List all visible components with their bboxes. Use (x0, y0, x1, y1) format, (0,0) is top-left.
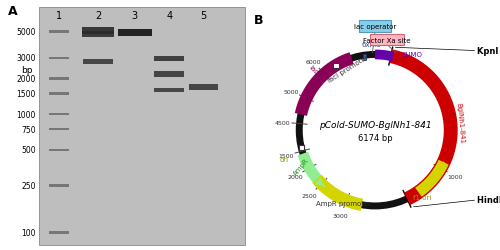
Text: 500: 500 (21, 146, 35, 155)
Bar (82, 28, 114, 34)
Bar (49, 114, 68, 116)
Text: 100: 100 (21, 228, 35, 237)
Text: 3: 3 (132, 11, 138, 21)
Text: A: A (8, 5, 17, 18)
Text: HindIII (2104): HindIII (2104) (478, 196, 500, 204)
Bar (118, 30, 152, 36)
Bar (49, 93, 68, 95)
Text: 750: 750 (21, 125, 35, 134)
Text: ori: ori (280, 156, 288, 162)
Text: lacI promoter: lacI promoter (327, 54, 370, 84)
Bar (49, 231, 68, 234)
Text: 2500: 2500 (302, 193, 318, 198)
Bar (82, 32, 114, 38)
Text: BglNh1-841: BglNh1-841 (456, 102, 465, 144)
Text: 250: 250 (21, 181, 35, 190)
Bar (49, 184, 68, 187)
Text: 3000: 3000 (332, 214, 348, 218)
Text: 2: 2 (95, 11, 101, 21)
Bar (49, 57, 68, 60)
Text: AmpR: AmpR (292, 156, 310, 176)
Text: B: B (254, 14, 264, 27)
Text: 1500: 1500 (278, 154, 294, 158)
Bar (298, 145, 304, 150)
Text: pCold-SUMO-BglNh1-841: pCold-SUMO-BglNh1-841 (318, 120, 432, 129)
Bar (49, 31, 68, 34)
Text: Factor Xa site: Factor Xa site (364, 38, 411, 44)
Text: 6000: 6000 (306, 60, 321, 65)
Text: 5000: 5000 (284, 89, 299, 94)
FancyBboxPatch shape (359, 21, 391, 33)
FancyBboxPatch shape (370, 35, 404, 46)
Bar (49, 149, 68, 152)
Text: 1000: 1000 (16, 110, 36, 119)
Bar (49, 78, 68, 80)
Bar (189, 85, 218, 90)
Text: 1000: 1000 (448, 174, 463, 179)
Text: KpnI (650): KpnI (650) (478, 47, 500, 56)
Bar (154, 57, 184, 62)
Text: 6174 bp: 6174 bp (358, 134, 392, 143)
Text: f1 ori: f1 ori (413, 194, 431, 200)
Text: 1500: 1500 (16, 90, 36, 98)
Text: 2000: 2000 (287, 174, 303, 179)
Text: 1: 1 (56, 11, 62, 21)
Text: SUMO: SUMO (402, 52, 422, 58)
Text: lac operator: lac operator (354, 24, 396, 30)
Bar (84, 60, 113, 65)
Text: 2000: 2000 (16, 75, 36, 84)
Bar (49, 128, 68, 131)
Text: bp: bp (22, 66, 33, 74)
Text: 4: 4 (166, 11, 172, 21)
Bar (334, 63, 338, 68)
Bar (154, 88, 184, 93)
Text: 4500: 4500 (275, 120, 290, 125)
Text: lacI: lacI (308, 64, 321, 77)
Text: 6xHis: 6xHis (362, 42, 381, 48)
Text: 5: 5 (200, 11, 206, 21)
Text: 3000: 3000 (16, 54, 36, 63)
Bar (362, 55, 366, 61)
Bar (40, 8, 245, 245)
Text: AmpR promoter: AmpR promoter (316, 200, 370, 206)
Text: 5000: 5000 (16, 28, 36, 37)
Bar (154, 72, 184, 77)
